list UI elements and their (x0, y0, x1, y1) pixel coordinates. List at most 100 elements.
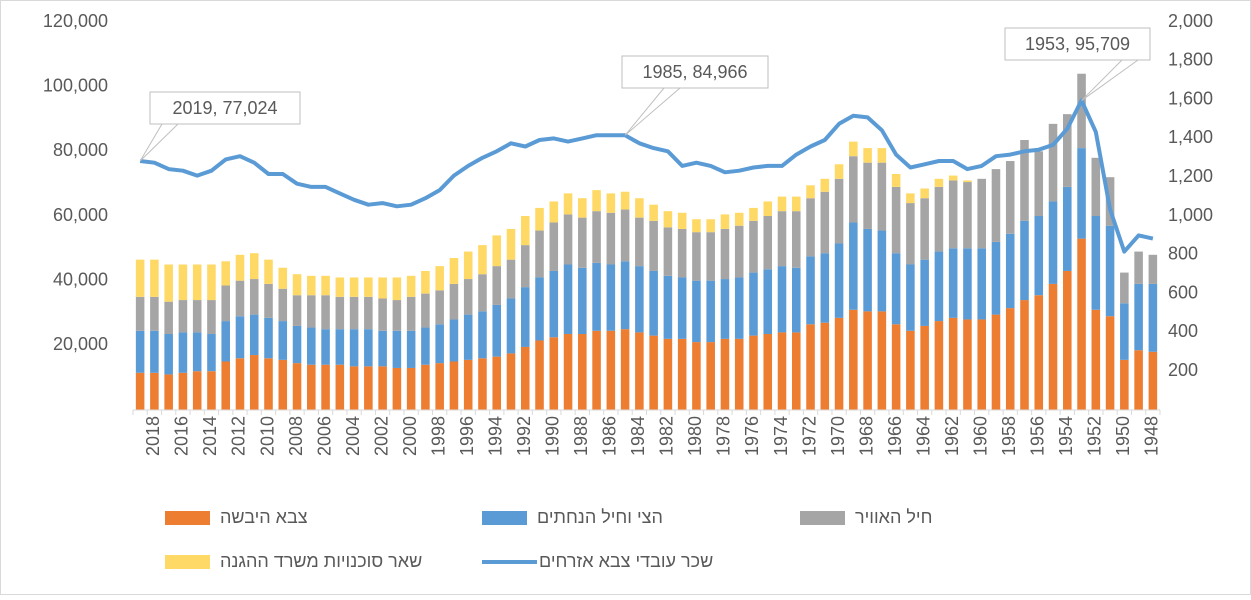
bar-segment (592, 330, 601, 410)
bar-segment (849, 156, 858, 223)
bar-segment (506, 228, 516, 260)
legend-label: שכר עובדי צבא אזרחים (539, 551, 713, 571)
x-tick-label: 1986 (600, 416, 620, 456)
x-tick-label: 1962 (942, 416, 962, 456)
yticks-label: 60,000 (53, 205, 108, 225)
bar-segment (207, 371, 216, 410)
bar-segment (249, 314, 259, 356)
bar-segment (192, 332, 202, 372)
annotation: 2019, 77,024 (172, 98, 277, 118)
bar-segment (1148, 351, 1158, 410)
bar-segment (449, 283, 459, 320)
bar-segment (734, 212, 744, 226)
bar-segment (378, 277, 387, 299)
y2ticks-label: 2,000 (1168, 11, 1213, 31)
x-tick-label: 1972 (799, 416, 819, 456)
bar-segment (1134, 283, 1143, 351)
bar-segment (1063, 270, 1072, 410)
bar-segment (1005, 233, 1015, 309)
bar-segment (506, 353, 516, 410)
bar-segment (378, 366, 387, 410)
bar-segment (563, 214, 573, 265)
bar-segment (435, 266, 444, 291)
bar-segment (635, 217, 644, 267)
bar-segment (478, 311, 487, 359)
bar-segment (863, 162, 872, 229)
bar-segment (1120, 359, 1129, 410)
legend-label: שאר סוכנויות משרד ההגנה (220, 551, 422, 571)
x-tick-label: 1984 (628, 416, 648, 456)
bar-segment (221, 261, 230, 286)
bar-segment (706, 232, 715, 281)
bar-segment (706, 280, 715, 343)
bar-segment (677, 338, 687, 410)
bar-segment (349, 366, 359, 410)
bar-segment (235, 280, 245, 317)
bar-segment (520, 216, 530, 246)
bar-segment (777, 332, 787, 410)
bar-segment (349, 329, 359, 367)
bar-segment (920, 198, 929, 260)
bar-segment (349, 277, 359, 297)
bar-segment (820, 191, 830, 254)
bar-segment (178, 372, 188, 410)
bar-segment (392, 277, 402, 301)
bar-segment (1134, 251, 1143, 284)
y2ticks-label: 1,600 (1168, 88, 1213, 108)
bar-segment (692, 232, 701, 281)
x-tick-label: 2006 (314, 416, 334, 456)
bar-segment (307, 295, 316, 328)
bar-segment (620, 191, 630, 210)
bar-segment (364, 366, 373, 410)
bar-segment (364, 329, 373, 367)
bar-segment (406, 296, 416, 331)
bar-segment (478, 274, 487, 312)
bar-segment (435, 363, 444, 410)
bar-segment (849, 222, 858, 310)
bar-segment (364, 277, 373, 297)
bar-segment (463, 359, 473, 410)
bar-segment (378, 330, 387, 367)
yticks-label: 40,000 (53, 269, 108, 289)
y2ticks-label: 600 (1168, 282, 1198, 302)
bar-segment (834, 243, 844, 318)
bar-segment (749, 207, 758, 221)
bar-segment (720, 214, 730, 229)
bar-segment (1034, 295, 1044, 410)
bar-segment (1148, 254, 1158, 284)
bar-segment (1048, 283, 1058, 410)
legend-swatch (165, 555, 210, 569)
bar-segment (235, 358, 245, 410)
x-tick-label: 1970 (828, 416, 848, 456)
bar-segment (977, 248, 986, 320)
yticks-label: 20,000 (53, 334, 108, 354)
bar-segment (478, 245, 487, 275)
bar-segment (948, 248, 958, 318)
bar-segment (563, 193, 573, 215)
bar-segment (307, 275, 316, 296)
bar-segment (578, 198, 587, 218)
bar-segment (549, 201, 559, 223)
bar-segment (321, 275, 330, 296)
bar-segment (920, 188, 929, 199)
y2ticks-label: 1,200 (1168, 166, 1213, 186)
x-tick-label: 2016 (172, 416, 192, 456)
annotation-pointer (624, 87, 681, 136)
bar-segment (1034, 216, 1044, 296)
bar-segment (435, 324, 444, 364)
bar-segment (906, 203, 915, 265)
bar-segment (435, 290, 444, 325)
bar-segment (1048, 123, 1058, 202)
y2ticks-label: 800 (1168, 244, 1198, 264)
bar-segment (777, 266, 787, 333)
bar-segment (150, 372, 159, 410)
bar-segment (806, 185, 815, 199)
bar-segment (649, 270, 658, 336)
bar-segment (649, 335, 658, 410)
bar-segment (849, 309, 858, 410)
legend-label: צבא היבשה (220, 507, 308, 527)
bar-segment (877, 230, 887, 312)
bar-segment (663, 338, 673, 410)
bar-segment (877, 148, 887, 163)
